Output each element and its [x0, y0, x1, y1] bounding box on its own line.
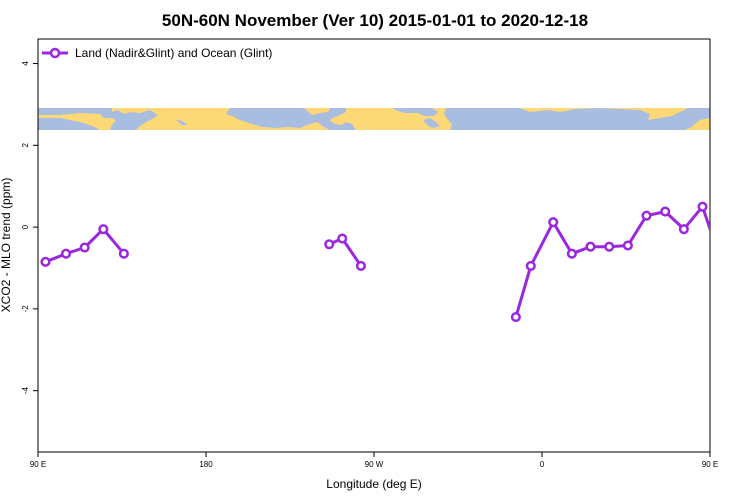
data-point [604, 241, 615, 252]
land-eurasia [444, 108, 710, 130]
y-tick-label: 4 [21, 61, 30, 66]
land-hudson [300, 117, 312, 124]
land-asia-west [38, 108, 158, 130]
data-point [337, 233, 348, 244]
data-point [79, 242, 90, 253]
x-tick-label: 90 W [365, 460, 384, 469]
y-tick-label: -2 [21, 305, 30, 313]
legend-entry: Land (Nadir&Glint) and Ocean (Glint) [75, 46, 272, 60]
land-islands [175, 119, 188, 125]
data-point [60, 248, 72, 259]
data-point [324, 239, 335, 250]
x-tick-label: 0 [540, 460, 545, 469]
data-point [525, 260, 536, 271]
land-british-isles [423, 118, 440, 128]
y-tick-label: -4 [21, 387, 30, 395]
x-axis: 90 E 180 90 W 0 90 E [30, 452, 718, 469]
data-point [660, 206, 671, 217]
data-point [622, 240, 633, 251]
y-axis-label: XCO2 - MLO trend (ppm) [0, 178, 13, 313]
chart-title: 50N-60N November (Ver 10) 2015-01-01 to … [162, 11, 588, 30]
x-tick-label: 90 E [702, 460, 718, 469]
data-point [118, 248, 129, 259]
land-asia-south [38, 118, 100, 130]
x-axis-label: Longitude (deg E) [326, 477, 421, 491]
data-point [40, 256, 51, 267]
series-group [40, 201, 744, 323]
data-point [98, 224, 109, 235]
data-point [548, 217, 559, 228]
data-point [566, 248, 577, 259]
x-tick-label: 90 E [30, 460, 46, 469]
data-point [355, 260, 366, 271]
data-point [585, 241, 596, 252]
y-tick-label: 2 [21, 143, 30, 148]
data-point [641, 210, 652, 221]
legend-point-marker [49, 47, 61, 59]
data-point [736, 250, 744, 258]
legend: Land (Nadir&Glint) and Ocean (Glint) [42, 46, 272, 60]
data-point [697, 201, 708, 212]
series-line [514, 205, 710, 318]
data-point [510, 312, 521, 323]
land-greenland-edge [392, 108, 438, 116]
x-tick-label: 180 [199, 460, 213, 469]
land-north-america [226, 108, 356, 130]
data-point [678, 224, 689, 235]
map-strip [38, 108, 710, 130]
y-axis: 4 2 0 -2 -4 [21, 61, 38, 394]
y-tick-label: 0 [21, 224, 30, 229]
data-point [717, 258, 725, 266]
